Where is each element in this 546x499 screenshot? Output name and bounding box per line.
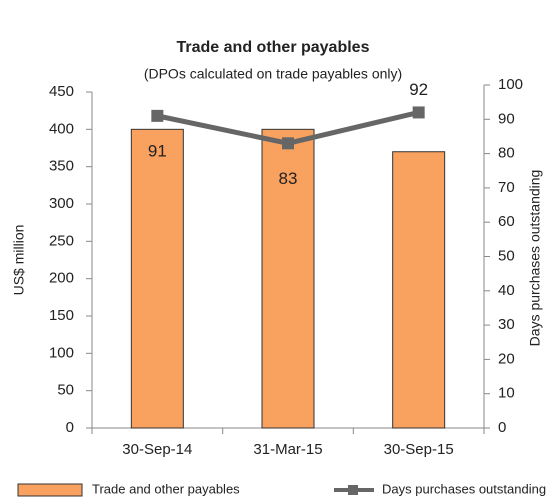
y2-tick-label: 50	[498, 247, 515, 264]
y-tick-label: 450	[49, 83, 74, 100]
data-label: 83	[279, 169, 298, 188]
y2-tick-label: 40	[498, 282, 515, 299]
line-marker	[412, 106, 425, 119]
chart-title: Trade and other payables	[177, 39, 370, 56]
x-tick-label: 31-Mar-15	[253, 441, 322, 458]
x-tick-label: 30-Sep-15	[384, 441, 454, 458]
y-tick-label: 0	[66, 419, 74, 436]
bar	[261, 128, 315, 429]
y-tick-label: 100	[49, 344, 74, 361]
legend-swatch	[17, 483, 83, 497]
y-tick-label: 250	[49, 232, 74, 249]
y-tick-label: 400	[49, 120, 74, 137]
y2-tick-label: 10	[498, 385, 515, 402]
legend-label: Days purchases outstanding	[382, 481, 546, 496]
y-tick-label: 150	[49, 307, 74, 324]
data-label: 91	[148, 141, 167, 160]
y-axis-label: US$ million	[11, 225, 27, 296]
y2-axis-label: Days purchases outstanding	[527, 170, 543, 347]
y2-tick-label: 0	[498, 419, 506, 436]
line-marker	[151, 109, 164, 122]
y2-tick-label: 20	[498, 350, 515, 367]
y-tick-label: 50	[57, 382, 74, 399]
chart-subtitle: (DPOs calculated on trade payables only)	[144, 66, 402, 82]
bar	[392, 151, 446, 429]
y2-tick-label: 90	[498, 110, 515, 127]
y2-tick-label: 100	[498, 76, 523, 93]
x-tick-label: 30-Sep-14	[122, 441, 192, 458]
data-label: 92	[409, 80, 428, 99]
legend-marker	[348, 485, 358, 495]
y-tick-label: 300	[49, 195, 74, 212]
y2-tick-label: 30	[498, 316, 515, 333]
legend-label: Trade and other payables	[92, 481, 240, 496]
line-marker	[282, 137, 294, 150]
y2-tick-label: 70	[498, 179, 515, 196]
y-tick-label: 200	[49, 270, 74, 287]
bar	[130, 128, 184, 429]
y2-tick-label: 60	[498, 213, 515, 230]
y-tick-label: 350	[49, 158, 74, 175]
y2-tick-label: 80	[498, 145, 515, 162]
